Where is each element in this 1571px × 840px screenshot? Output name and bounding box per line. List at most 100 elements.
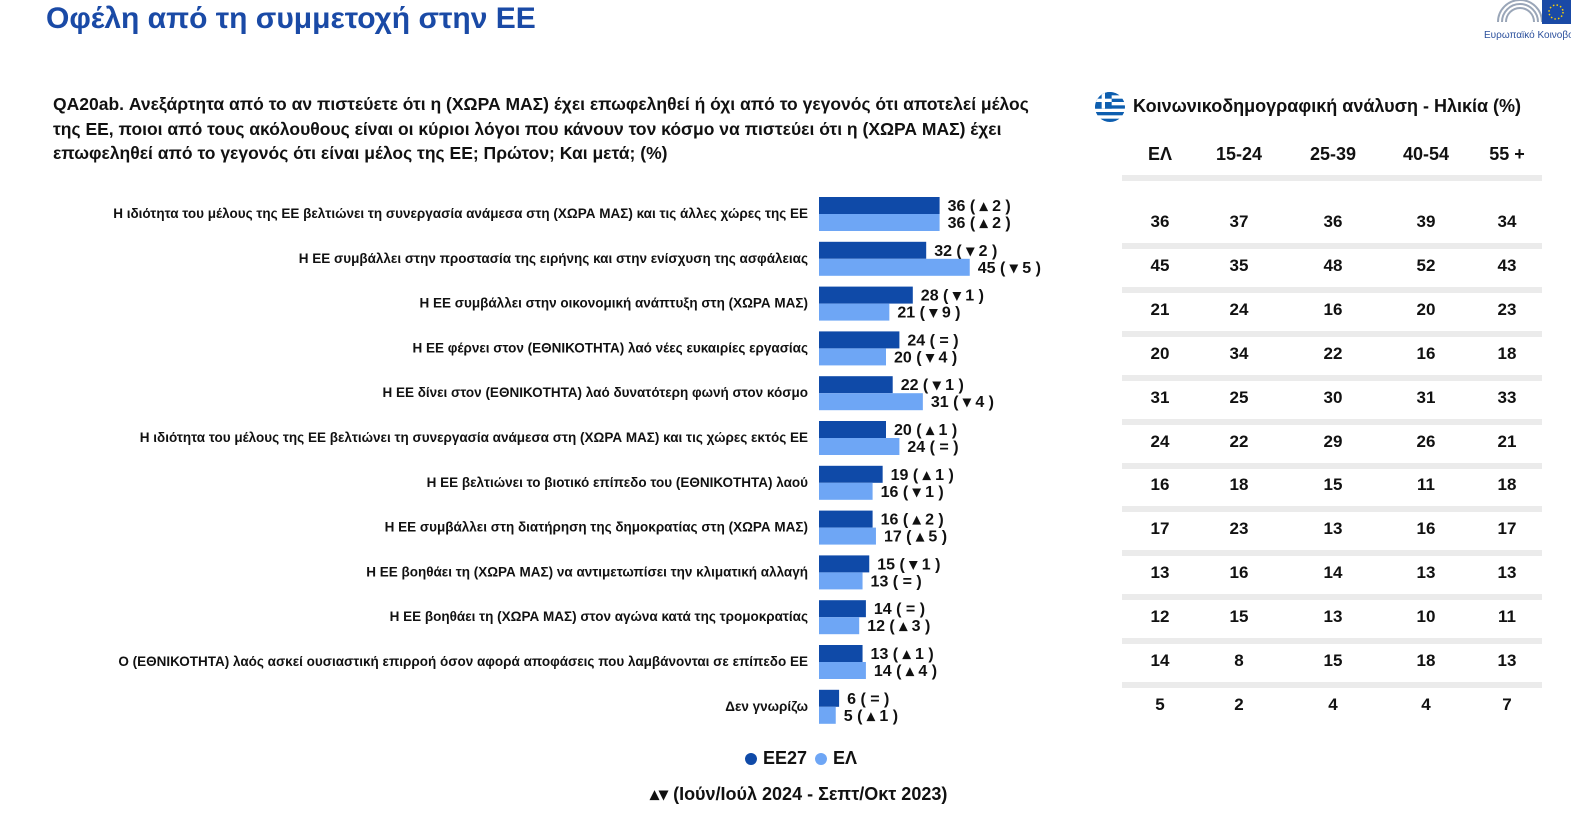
table-cell: 15: [1323, 651, 1343, 670]
value-label-el: 5 ( ▴ 1 ): [844, 708, 898, 725]
value-label-el: 31 ( ▾ 4 ): [931, 394, 994, 411]
table-divider: [1122, 550, 1542, 557]
legend-label-el: ΕΛ: [833, 748, 858, 768]
table-cell: 34: [1229, 343, 1249, 363]
chart-legend: ΕΕ27 ΕΛ: [745, 748, 857, 769]
table-cell: 18: [1416, 651, 1436, 670]
table-cell: 7: [1502, 694, 1512, 714]
table-divider: [1122, 175, 1542, 181]
category-label: Ο (ΕΘΝΙΚΟΤΗΤΑ) λαός ασκεί ουσιαστική επι…: [118, 654, 808, 669]
bar-chart: Η ιδιότητα του μέλους της ΕΕ βελτιώνει τ…: [113, 197, 1041, 725]
bar-eu27: [819, 286, 913, 304]
value-label-el: 45 ( ▾ 5 ): [978, 260, 1041, 277]
value-label-eu27: 36 ( ▴ 2 ): [948, 198, 1011, 215]
value-label-el: 17 ( ▴ 5 ): [884, 529, 947, 546]
value-label-eu27: 24 ( = ): [907, 332, 958, 349]
logo-text: Ευρωπαϊκό Κοινοβο: [1484, 30, 1571, 41]
column-header-el: ΕΛ: [1147, 144, 1173, 164]
table-cell: 43: [1497, 255, 1517, 275]
table-cell: 11: [1417, 475, 1435, 495]
table-cell: 24: [1150, 431, 1170, 451]
value-label-el: 36 ( ▴ 2 ): [948, 215, 1011, 232]
table-cell: 4: [1328, 694, 1338, 714]
bar-eu27: [819, 331, 900, 349]
table-cell: 13: [1150, 563, 1170, 583]
value-label-eu27: 13 ( ▴ 1 ): [871, 646, 934, 663]
table-cell: 39: [1416, 212, 1436, 231]
breakdown-table-header: ΕΛ 15-24 25-39 40-54 55 +: [1122, 140, 1542, 172]
table-cell: 16: [1416, 519, 1436, 539]
table-cell: 34: [1497, 212, 1517, 231]
table-cell: 24: [1229, 299, 1249, 319]
table-cell: 18: [1497, 475, 1517, 495]
trend-note: ▴▾ (Ιούν/Ιούλ 2024 - Σεπτ/Οκτ 2023): [650, 784, 948, 804]
table-cell: 52: [1416, 255, 1436, 275]
bar-eu27: [819, 241, 927, 259]
value-label-el: 12 ( ▴ 3 ): [867, 618, 930, 635]
bar-eu27: [819, 465, 883, 483]
category-label: Η ΕΕ συμβάλλει στην οικονομική ανάπτυξη …: [420, 296, 808, 311]
bar-eu27: [819, 600, 866, 618]
value-label-el: 14 ( ▴ 4 ): [874, 663, 937, 680]
category-label: Η ιδιότητα του μέλους της ΕΕ βελτιώνει τ…: [140, 430, 808, 445]
table-cell: 14: [1150, 651, 1170, 670]
value-label-el: 13 ( = ): [871, 573, 922, 590]
table-row: 13 16 14 13 13: [1122, 563, 1542, 587]
value-label-eu27: 14 ( = ): [874, 601, 925, 618]
table-cell: 16: [1416, 343, 1436, 363]
bar-eu27: [819, 645, 863, 662]
category-label: Η ΕΕ δίνει στον (ΕΘΝΙΚΟΤΗΤΑ) λαό δυνατότ…: [382, 385, 808, 400]
table-row: 14 8 15 18 13: [1122, 651, 1542, 675]
table-cell: 13: [1323, 519, 1343, 539]
category-label: Δεν γνωρίζω: [725, 699, 808, 714]
bar-el: [819, 662, 866, 679]
table-cell: 15: [1229, 607, 1249, 627]
table-cell: 23: [1497, 299, 1517, 319]
table-row: 17 23 13 16 17: [1122, 519, 1542, 543]
bar-eu27: [819, 510, 873, 528]
bar-el: [819, 214, 940, 231]
table-divider: [1122, 330, 1542, 337]
table-cell: 8: [1234, 651, 1244, 670]
bar-eu27: [819, 689, 840, 707]
value-label-eu27: 20 ( ▴ 1 ): [894, 422, 957, 439]
table-divider: [1122, 418, 1542, 425]
table-cell: 18: [1229, 475, 1249, 495]
value-label-el: 16 ( ▾ 1 ): [881, 484, 944, 501]
bar-el: [819, 527, 876, 545]
table-cell: 13: [1416, 563, 1436, 583]
table-cell: 18: [1497, 343, 1517, 363]
category-label: Η ΕΕ φέρνει στον (ΕΘΝΙΚΟΤΗΤΑ) λαό νέες ε…: [413, 340, 809, 355]
bar-el: [819, 258, 970, 276]
table-row: 31 25 30 31 33: [1122, 388, 1542, 412]
category-label: Η ΕΕ βελτιώνει το βιοτικό επίπεδο του (Ε…: [427, 475, 809, 490]
bar-el: [819, 482, 873, 500]
table-cell: 23: [1229, 519, 1249, 539]
greek-flag-icon: [1095, 92, 1125, 122]
category-label: Η ΕΕ βοηθάει τη (ΧΩΡΑ ΜΑΣ) στον αγώνα κα…: [390, 609, 808, 624]
table-cell: 21: [1497, 431, 1517, 451]
bar-el: [819, 393, 923, 411]
legend-label-eu27: ΕΕ27: [763, 748, 808, 768]
page-title: Οφέλη από τη συμμετοχή στην ΕΕ: [46, 2, 536, 35]
table-cell: 16: [1323, 299, 1343, 319]
value-label-eu27: 15 ( ▾ 1 ): [877, 556, 940, 573]
value-label-eu27: 22 ( ▾ 1 ): [901, 377, 964, 394]
question-text: QA20ab. Ανεξάρτητα από το αν πιστεύετε ό…: [53, 94, 1029, 163]
table-divider: [1122, 638, 1542, 645]
table-cell: 13: [1323, 607, 1343, 627]
bar-el: [819, 617, 860, 635]
value-label-el: 21 ( ▾ 9 ): [897, 305, 960, 322]
table-row: 21 24 16 20 23: [1122, 300, 1542, 324]
table-divider: [1122, 506, 1542, 513]
table-cell: 5: [1155, 694, 1165, 714]
table-cell: 21: [1150, 299, 1170, 319]
category-label: Η ΕΕ συμβάλλει στην προστασία της ειρήνη…: [299, 251, 808, 266]
table-cell: 36: [1150, 212, 1170, 231]
bar-eu27: [819, 421, 886, 438]
table-cell: 30: [1323, 387, 1343, 407]
table-row: 45 35 48 52 43: [1122, 256, 1542, 280]
category-label: Η ΕΕ βοηθάει τη (ΧΩΡΑ ΜΑΣ) να αντιμετωπί…: [366, 564, 808, 579]
category-label: Η ιδιότητα του μέλους της ΕΕ βελτιώνει τ…: [113, 206, 808, 221]
european-parliament-logo: [1497, 0, 1571, 24]
